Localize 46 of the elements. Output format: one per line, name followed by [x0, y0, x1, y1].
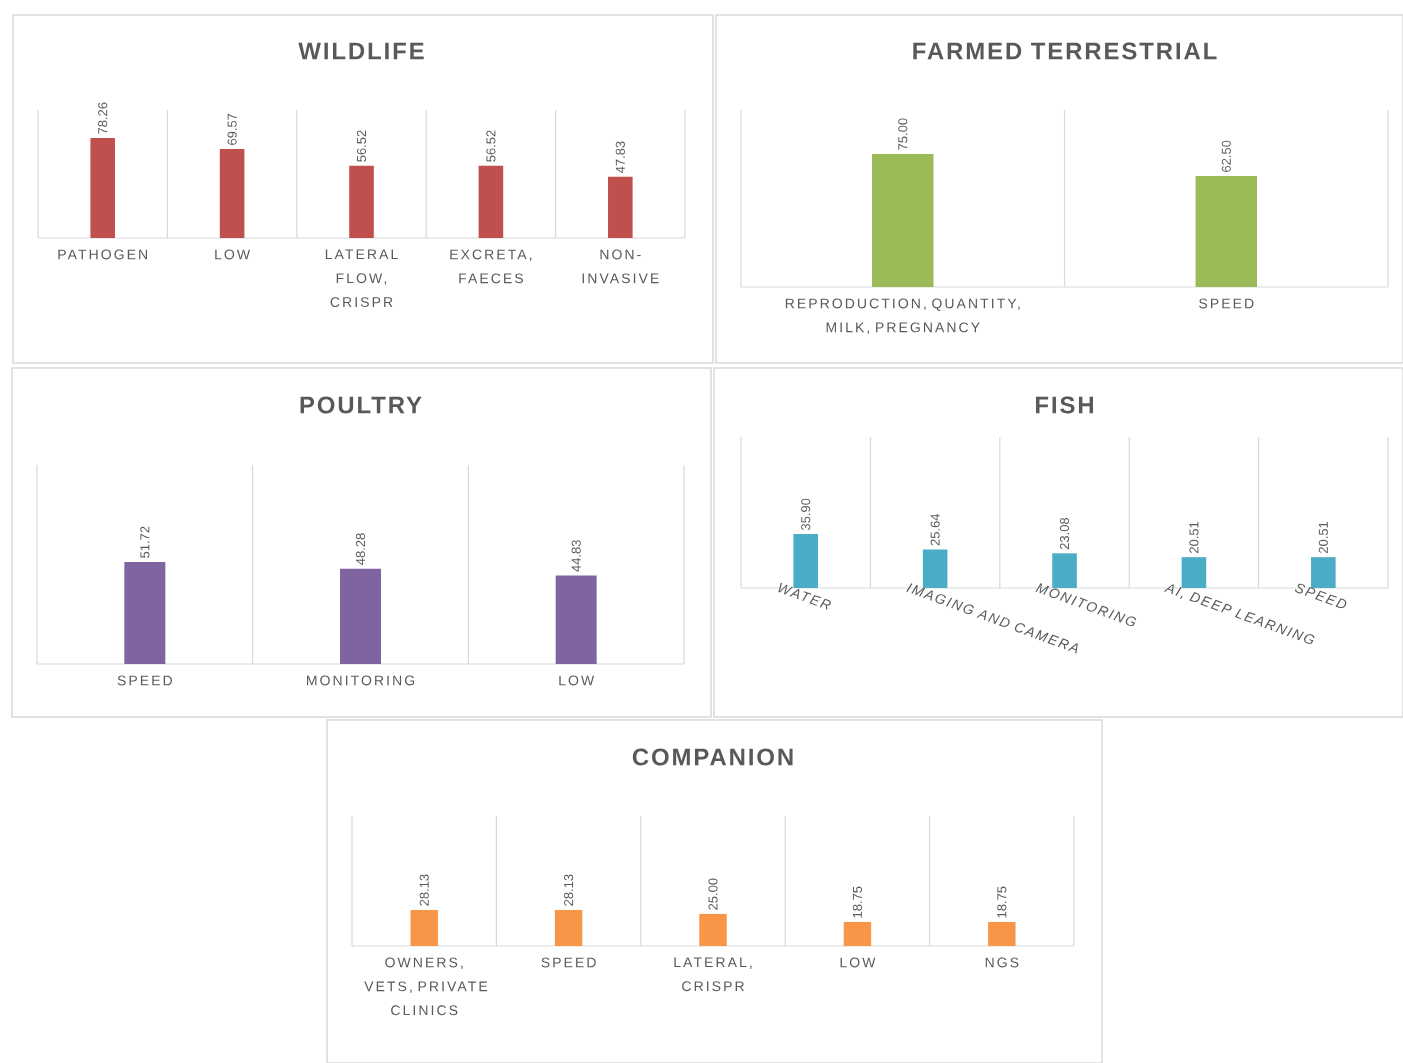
- data-label: 56.52: [356, 130, 367, 162]
- x-tick-label: LOW: [559, 675, 595, 686]
- chart-title: FARMED TERRESTRIAL: [913, 42, 1217, 60]
- x-tick-label: LATERAL, CRISPR: [674, 957, 752, 992]
- data-label: 25.00: [708, 878, 718, 910]
- x-tick-label: MONITORING: [307, 675, 415, 686]
- data-label: 56.52: [486, 130, 496, 162]
- data-label: 25.64: [930, 513, 940, 546]
- chart-title: WILDLIFE: [298, 42, 424, 60]
- data-label: 18.75: [997, 886, 1007, 918]
- x-tick-label: EXCRETA, FAECES: [450, 249, 532, 284]
- data-label: 20.51: [1189, 521, 1199, 553]
- x-tick-label: LATERAL FLOW, CRISPR: [325, 249, 398, 308]
- bar: [90, 137, 115, 238]
- data-label: 62.50: [1221, 140, 1231, 172]
- x-tick-label: OWNERS, VETS, PRIVATE CLINICS: [364, 957, 488, 1016]
- chart-title: POULTRY: [300, 396, 422, 414]
- data-label: 28.13: [564, 874, 574, 906]
- bar: [1181, 557, 1207, 588]
- x-tick-label: SPEED: [1199, 298, 1254, 309]
- x-tick-label: NON-INVASIVE: [582, 249, 659, 284]
- data-label: 44.83: [571, 540, 581, 572]
- x-tick-label: SPEED: [541, 957, 596, 968]
- x-tick-label: NGS: [985, 957, 1019, 968]
- data-label: 20.51: [1318, 521, 1328, 553]
- chart-title: FISH: [1036, 396, 1093, 414]
- x-tick-label: SPEED: [117, 675, 172, 686]
- data-label: 75.00: [898, 118, 908, 150]
- x-tick-label: LOW: [215, 249, 251, 260]
- data-label: 47.83: [615, 141, 625, 174]
- chart-title: COMPANION: [632, 748, 793, 766]
- x-tick-label: PATHOGEN: [58, 249, 147, 260]
- data-label: 18.75: [852, 886, 862, 918]
- data-label: 28.13: [419, 874, 429, 906]
- data-label: 78.26: [98, 102, 108, 134]
- bar: [608, 176, 633, 238]
- bar: [478, 165, 504, 238]
- data-label: 48.28: [355, 533, 366, 565]
- data-label: 51.72: [140, 526, 150, 558]
- bar: [349, 165, 374, 238]
- data-label: 35.90: [801, 498, 811, 531]
- data-label: 69.57: [227, 113, 237, 145]
- data-label: 23.08: [1059, 517, 1070, 550]
- bar: [219, 149, 245, 238]
- x-tick-label: LOW: [840, 957, 876, 968]
- x-tick-label: REPRODUCTION, QUANTITY, MILK, PREGNANCY: [785, 298, 1020, 334]
